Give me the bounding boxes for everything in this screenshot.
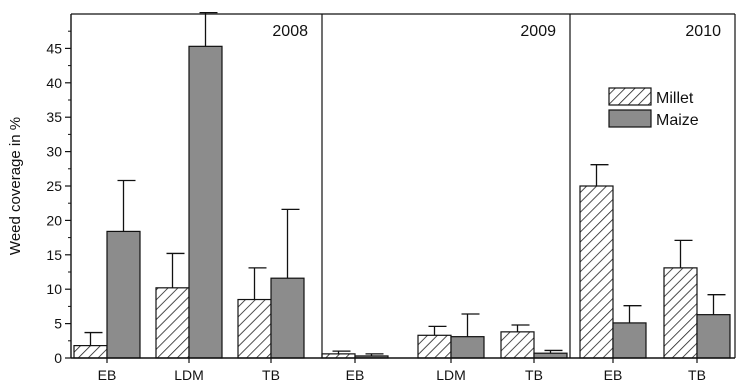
bar-maize bbox=[533, 352, 568, 359]
bar-millet bbox=[73, 345, 108, 359]
y-tick-label: 10 bbox=[46, 281, 62, 297]
legend-label-millet: Millet bbox=[656, 90, 694, 107]
bar-millet bbox=[155, 287, 190, 359]
x-tick-label: EB bbox=[98, 367, 117, 383]
legend-swatch-millet bbox=[608, 87, 652, 106]
bar-maize bbox=[270, 277, 305, 359]
bar-millet bbox=[579, 185, 614, 359]
x-tick-label: TB bbox=[688, 367, 706, 383]
y-tick-label: 20 bbox=[46, 212, 62, 228]
bar-maize bbox=[612, 322, 647, 359]
bar-millet bbox=[663, 267, 698, 359]
y-tick-label: 35 bbox=[46, 109, 62, 125]
y-tick-label: 5 bbox=[54, 316, 62, 332]
y-tick-label: 15 bbox=[46, 247, 62, 263]
x-tick-label: TB bbox=[262, 367, 280, 383]
y-tick-label: 45 bbox=[46, 40, 62, 56]
legend-label-maize: Maize bbox=[656, 112, 699, 129]
y-tick-label: 0 bbox=[54, 350, 62, 366]
y-tick-label: 30 bbox=[46, 144, 62, 160]
x-tick-label: EB bbox=[604, 367, 623, 383]
x-tick-label: LDM bbox=[174, 367, 204, 383]
y-tick-label: 40 bbox=[46, 75, 62, 91]
bar-millet bbox=[417, 334, 452, 359]
bar-maize bbox=[188, 45, 223, 359]
bar-maize bbox=[450, 336, 485, 359]
panel-year-label: 2009 bbox=[520, 23, 556, 40]
x-tick-label: TB bbox=[525, 367, 543, 383]
panel-year-label: 2010 bbox=[685, 23, 721, 40]
bar-millet bbox=[237, 298, 272, 359]
legend-swatch-maize bbox=[608, 109, 652, 128]
y-axis-label: Weed coverage in % bbox=[7, 117, 24, 255]
bar-millet bbox=[500, 331, 535, 359]
bar-maize bbox=[106, 230, 141, 359]
y-tick-label: 25 bbox=[46, 178, 62, 194]
x-tick-label: LDM bbox=[436, 367, 466, 383]
x-tick-label: EB bbox=[346, 367, 365, 383]
panel-year-label: 2008 bbox=[272, 23, 308, 40]
bar-maize bbox=[696, 314, 731, 359]
